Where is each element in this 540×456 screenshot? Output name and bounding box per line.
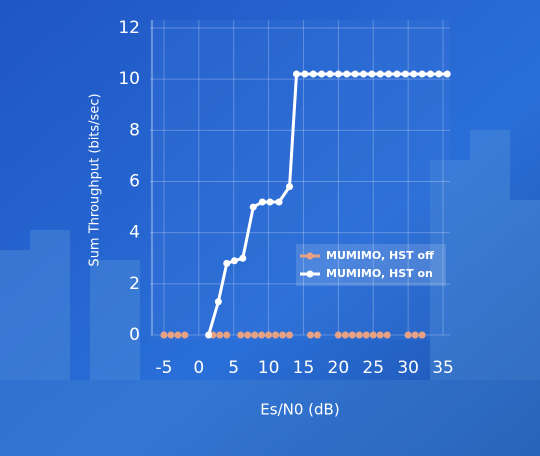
data-point <box>293 70 301 78</box>
data-point <box>369 331 377 339</box>
x-tick-label: 15 <box>293 358 315 378</box>
data-point <box>410 70 418 78</box>
plot-area <box>150 20 450 340</box>
data-point <box>418 331 426 339</box>
y-tick-label: 10 <box>118 69 140 89</box>
data-point <box>216 331 224 339</box>
data-point <box>334 331 342 339</box>
y-tick-label: 0 <box>129 325 140 345</box>
legend-marker <box>306 270 314 278</box>
data-point <box>443 70 451 78</box>
data-point <box>223 331 231 339</box>
data-point <box>341 331 349 339</box>
data-point <box>326 70 334 78</box>
data-point <box>411 331 419 339</box>
legend-label: MUMIMO, HST on <box>326 267 433 280</box>
data-point <box>368 70 376 78</box>
data-point <box>343 70 351 78</box>
data-point <box>223 259 231 267</box>
x-tick-label: 0 <box>193 358 204 378</box>
x-tick-label: 25 <box>362 358 384 378</box>
data-point <box>251 331 259 339</box>
data-point <box>383 331 391 339</box>
data-point <box>404 331 412 339</box>
data-point <box>249 203 257 211</box>
data-point <box>258 331 266 339</box>
data-point <box>362 331 370 339</box>
data-point <box>275 198 283 206</box>
y-tick-label: 4 <box>129 223 140 243</box>
legend-marker <box>306 252 314 260</box>
legend-label: MUMIMO, HST off <box>326 249 434 262</box>
x-tick-label: 5 <box>228 358 239 378</box>
data-point <box>401 70 409 78</box>
data-point <box>272 331 280 339</box>
data-point <box>266 198 274 206</box>
x-tick-label: 30 <box>397 358 419 378</box>
legend-box <box>296 244 446 286</box>
data-point <box>351 70 359 78</box>
data-point <box>181 331 189 339</box>
y-tick-label: 8 <box>129 120 140 140</box>
y-axis-label: Sum Throughput (bits/sec) <box>88 93 103 266</box>
data-point <box>435 70 443 78</box>
data-point <box>393 70 401 78</box>
y-tick-label: 2 <box>129 274 140 294</box>
x-tick-label: 20 <box>328 358 350 378</box>
data-point <box>230 257 238 265</box>
data-point <box>160 331 168 339</box>
x-tick-label: 35 <box>432 358 454 378</box>
data-point <box>205 331 213 339</box>
data-point <box>309 70 317 78</box>
data-point <box>214 298 222 306</box>
data-point <box>334 70 342 78</box>
x-tick-label: -5 <box>155 358 172 378</box>
skyline <box>0 130 540 456</box>
x-tick-label: 10 <box>258 358 280 378</box>
data-point <box>318 70 326 78</box>
data-point <box>306 331 314 339</box>
y-tick-label: 6 <box>129 172 140 192</box>
data-point <box>244 331 252 339</box>
y-tick-label: 12 <box>118 18 140 38</box>
data-point <box>265 331 273 339</box>
data-point <box>376 70 384 78</box>
data-point <box>286 183 294 191</box>
data-point <box>359 70 367 78</box>
data-point <box>301 70 309 78</box>
data-point <box>258 198 266 206</box>
data-point <box>239 254 247 262</box>
data-point <box>418 70 426 78</box>
data-point <box>313 331 321 339</box>
data-point <box>286 331 294 339</box>
data-point <box>355 331 363 339</box>
data-point <box>376 331 384 339</box>
data-point <box>385 70 393 78</box>
data-point <box>167 331 175 339</box>
data-point <box>174 331 182 339</box>
data-point <box>279 331 287 339</box>
data-point <box>426 70 434 78</box>
data-point <box>237 331 245 339</box>
data-point <box>348 331 356 339</box>
x-axis-label: Es/N0 (dB) <box>260 401 339 419</box>
